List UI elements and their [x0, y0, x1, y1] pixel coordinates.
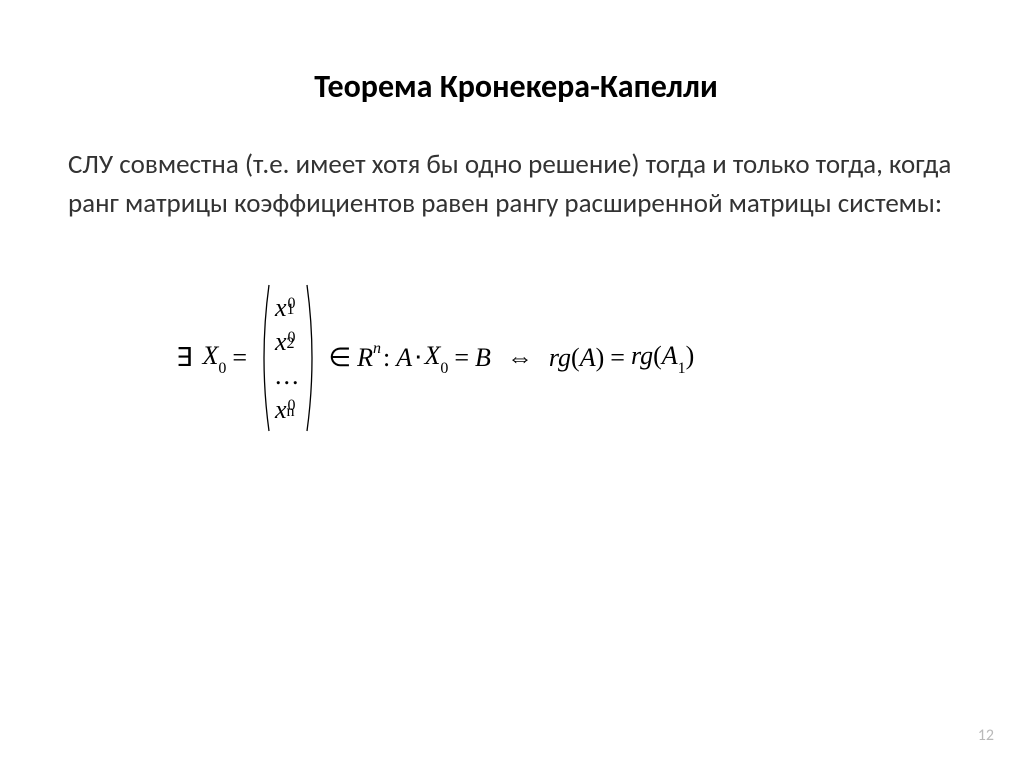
left-paren-icon — [257, 283, 271, 433]
vector: x10 x20 ... xn0 — [257, 283, 319, 433]
colon: : — [383, 343, 390, 373]
formula: ∃ X0 = x10 x20 .. — [170, 283, 694, 433]
page-number: 12 — [978, 726, 994, 745]
x0-var-2: X0 — [424, 341, 448, 375]
iff-symbol: ⇔ — [507, 343, 533, 373]
in-symbol: ∈ — [329, 343, 352, 373]
x0-var: X0 — [202, 341, 226, 375]
rg-a: rg(A) — [549, 343, 604, 373]
x-symbol: X — [202, 341, 218, 370]
r-symbol: R — [357, 343, 373, 372]
vector-row-1: x10 — [275, 290, 296, 324]
b-var: B — [475, 343, 491, 373]
x2-base: x — [275, 324, 287, 359]
x2-sup: 0 — [288, 327, 296, 349]
rg-1: rg — [549, 343, 571, 372]
x1-sup: 0 — [288, 293, 296, 315]
x0-sub: 0 — [218, 360, 226, 377]
r-sup: n — [373, 340, 381, 357]
formula-block: ∃ X0 = x10 x20 .. — [68, 283, 1024, 433]
x0-sub-2: 0 — [440, 360, 448, 377]
xn-base: x — [275, 392, 287, 427]
a1-in-rg: A — [662, 341, 678, 370]
equals-3: = — [610, 343, 625, 373]
rg-2: rg — [631, 341, 653, 370]
vector-row-2: x20 — [275, 324, 296, 358]
rg-a1: rg(A1) — [631, 341, 694, 375]
a-in-rg: A — [580, 343, 596, 372]
right-paren-icon — [305, 283, 319, 433]
slide: Теорема Кронекера-Капелли СЛУ совместна … — [0, 0, 1024, 767]
cdot: ⋅ — [414, 343, 422, 373]
equals-1: = — [232, 343, 247, 373]
xn-sup: 0 — [288, 395, 296, 417]
vector-row-dots: ... — [275, 358, 301, 392]
x1-base: x — [275, 290, 287, 325]
slide-title: Теорема Кронекера-Капелли — [68, 68, 964, 106]
x-symbol-2: X — [424, 341, 440, 370]
a1-sub: 1 — [678, 360, 686, 377]
rn: Rn — [357, 343, 381, 373]
vector-column: x10 x20 ... xn0 — [271, 284, 305, 432]
exists-symbol: ∃ — [176, 343, 192, 373]
equals-2: = — [454, 343, 469, 373]
theorem-text: СЛУ совместна (т.е. имеет хотя бы одно р… — [68, 146, 964, 223]
vector-row-n: xn0 — [275, 392, 296, 426]
a-var: A — [396, 343, 412, 373]
